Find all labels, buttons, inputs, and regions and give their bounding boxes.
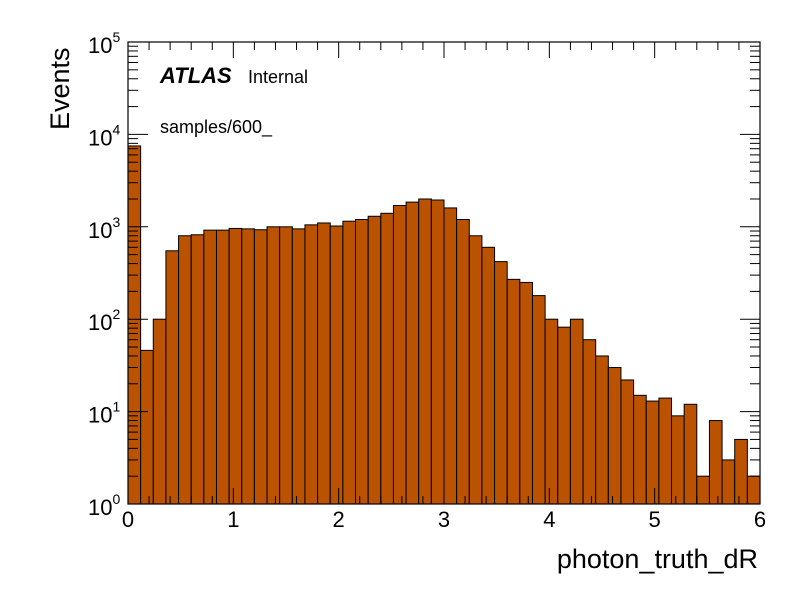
histogram-bar	[481, 246, 496, 505]
histogram-bar	[607, 367, 622, 505]
histogram-bar	[519, 281, 533, 505]
y-tick-label: 104	[88, 121, 120, 150]
axis-ticks	[127, 41, 761, 505]
atlas-label: ATLAS	[159, 63, 232, 88]
histogram-bar	[645, 400, 660, 505]
histogram-bar	[468, 235, 483, 505]
x-tick-label: 5	[649, 507, 661, 532]
histogram-bar	[418, 198, 432, 505]
histogram-bar	[152, 318, 167, 505]
y-axis-title: Events	[45, 47, 75, 130]
histogram-bar	[253, 229, 268, 505]
histogram-bar	[266, 226, 281, 505]
histogram-bar	[405, 201, 420, 505]
histogram-bar	[734, 438, 748, 505]
y-tick-label: 102	[88, 306, 120, 335]
histogram-bar	[430, 199, 445, 505]
y-tick-label: 103	[88, 214, 120, 243]
x-axis-title: photon_truth_dR	[557, 544, 758, 574]
histogram-bar	[557, 326, 571, 505]
histogram-bar	[620, 379, 635, 505]
histogram-bar	[329, 225, 344, 505]
histogram-bar	[443, 207, 458, 505]
histogram-bar	[165, 250, 180, 505]
histogram-bar	[671, 415, 685, 505]
histogram-bar	[215, 229, 230, 505]
x-tick-label: 2	[333, 507, 345, 532]
y-tick-label: 101	[88, 399, 120, 428]
histogram-bar	[355, 218, 369, 505]
histogram-bar	[380, 212, 394, 505]
histogram-bar	[392, 205, 407, 505]
histogram-bar	[696, 475, 710, 505]
histogram-bar	[544, 318, 559, 505]
y-tick-labels: 100 101 102 103 104 105	[88, 29, 120, 520]
histogram-bar	[595, 355, 609, 505]
histogram-bar	[203, 229, 217, 505]
histogram-bar	[506, 278, 521, 505]
histogram-bar	[633, 394, 647, 505]
x-tick-labels: 0 1 2 3 4 5 6	[122, 507, 766, 532]
histogram-bar	[531, 295, 546, 505]
histogram-bar	[127, 145, 142, 505]
histogram-bar	[494, 261, 508, 505]
histogram-bar	[708, 420, 723, 505]
histogram-bar	[342, 220, 357, 505]
x-tick-label: 3	[438, 507, 450, 532]
histogram-bar	[582, 339, 597, 505]
histogram-bar	[456, 218, 470, 505]
histogram-bar	[569, 318, 584, 505]
internal-label: Internal	[248, 67, 308, 87]
histogram-bar	[304, 224, 319, 505]
sample-label: samples/600_	[160, 117, 273, 138]
histogram-bar	[178, 235, 192, 505]
histogram-bar	[291, 228, 306, 505]
histogram-bar	[683, 403, 698, 505]
histogram-bar	[140, 349, 154, 505]
y-tick-label: 100	[88, 491, 120, 520]
histogram-bar	[746, 475, 761, 505]
histogram-bar	[721, 459, 736, 505]
x-tick-label: 0	[122, 507, 134, 532]
histogram-bar	[367, 215, 382, 505]
x-tick-label: 4	[543, 507, 555, 532]
histogram-bar	[279, 226, 293, 505]
histogram-bar	[228, 227, 243, 505]
histogram-bar	[317, 222, 331, 505]
histogram-bar	[241, 228, 255, 505]
x-tick-label: 1	[227, 507, 239, 532]
histogram-bar	[190, 234, 205, 505]
histogram-bars	[127, 145, 761, 505]
x-tick-label: 6	[754, 507, 766, 532]
y-tick-label: 105	[88, 29, 120, 58]
histogram-bar	[658, 397, 673, 505]
